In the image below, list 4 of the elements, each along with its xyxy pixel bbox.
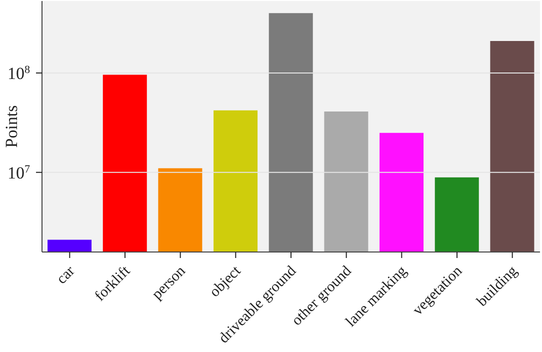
- y-tick-label: 10$^{8}$: [8, 64, 30, 83]
- x-tick-label: car: [54, 263, 78, 288]
- y-axis-title: Points: [2, 105, 22, 148]
- y-tick-label: 10$^{7}$: [8, 163, 30, 182]
